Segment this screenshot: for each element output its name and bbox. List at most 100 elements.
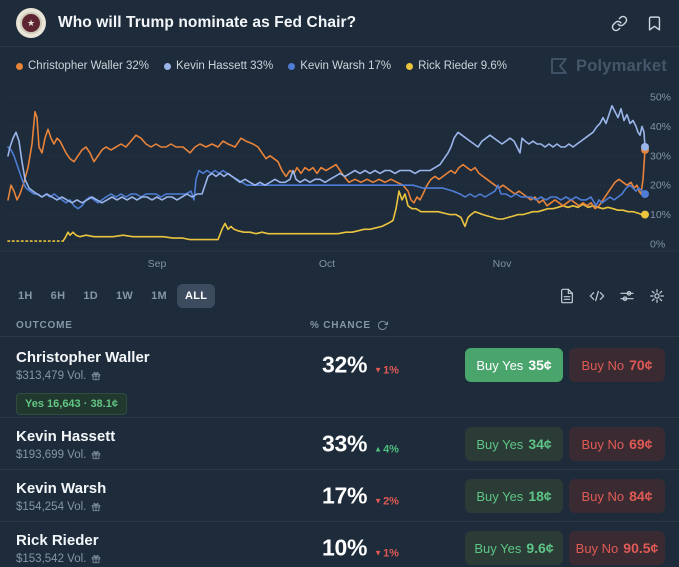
outcome-name: Kevin Hassett bbox=[16, 427, 116, 445]
polymarket-logo-icon bbox=[551, 58, 567, 74]
buy-no-button[interactable]: Buy No 90.5¢ bbox=[569, 531, 665, 565]
chart-legend: Christopher Waller 32% Kevin Hassett 33%… bbox=[16, 54, 667, 78]
no-price: 69¢ bbox=[629, 436, 653, 452]
time-filter-1w[interactable]: 1W bbox=[116, 290, 134, 302]
bookmark-icon[interactable] bbox=[646, 15, 663, 32]
legend-label: Kevin Warsh 17% bbox=[300, 60, 392, 72]
time-filter-6h[interactable]: 6H bbox=[50, 290, 66, 302]
outcome-volume: $313,479 Vol. bbox=[16, 369, 87, 382]
settings-gear-icon[interactable] bbox=[649, 288, 665, 304]
time-filter-1d[interactable]: 1D bbox=[83, 290, 99, 302]
market-avatar: ★ bbox=[16, 8, 46, 38]
change-value: 4% bbox=[383, 443, 399, 455]
outcome-volume: $193,699 Vol. bbox=[16, 448, 87, 461]
time-range-bar: 1H 6H 1D 1W 1M ALL bbox=[10, 284, 216, 308]
embed-code-icon[interactable] bbox=[589, 288, 605, 304]
table-row[interactable]: Rick Rieder $153,542 Vol. 10% ▼ 1% Buy Y… bbox=[0, 521, 679, 567]
outcome-volume: $153,542 Vol. bbox=[16, 552, 87, 565]
page-title: Who will Trump nominate as Fed Chair? bbox=[58, 14, 357, 31]
table-row[interactable]: Kevin Hassett $193,699 Vol. 33% ▲ 4% Buy… bbox=[0, 417, 679, 469]
sliders-icon[interactable] bbox=[619, 288, 635, 304]
outcome-volume: $154,254 Vol. bbox=[16, 500, 87, 513]
change-value: 2% bbox=[383, 495, 399, 507]
buy-yes-button[interactable]: Buy Yes 35¢ bbox=[465, 348, 563, 382]
svg-text:30%: 30% bbox=[650, 150, 671, 162]
legend-item[interactable]: Rick Rieder 9.6% bbox=[406, 60, 507, 72]
polymarket-watermark: Polymarket bbox=[549, 56, 667, 76]
change-badge: ▲ 4% bbox=[374, 443, 399, 455]
svg-text:Sep: Sep bbox=[148, 258, 167, 270]
gift-icon bbox=[91, 554, 101, 564]
outcome-cell: Christopher Waller $313,479 Vol. bbox=[16, 349, 150, 382]
outcome-table-header: OUTCOME % CHANCE bbox=[0, 320, 679, 334]
buy-yes-button[interactable]: Buy Yes 18¢ bbox=[465, 479, 563, 513]
gift-icon bbox=[91, 450, 101, 460]
svg-text:0%: 0% bbox=[650, 239, 665, 251]
change-value: 1% bbox=[383, 364, 399, 376]
buy-no-button[interactable]: Buy No 84¢ bbox=[569, 479, 665, 513]
user-position-badge[interactable]: Yes 16,643 · 38.1¢ bbox=[16, 393, 127, 415]
gift-icon bbox=[91, 502, 101, 512]
link-icon[interactable] bbox=[611, 15, 628, 32]
yes-price: 9.6¢ bbox=[526, 540, 554, 556]
change-arrow-icon: ▼ bbox=[374, 365, 383, 375]
svg-text:10%: 10% bbox=[650, 209, 671, 221]
svg-text:50%: 50% bbox=[650, 92, 671, 104]
chance-value: 33% bbox=[322, 430, 368, 457]
chance-value: 32% bbox=[322, 351, 368, 378]
change-badge: ▼ 1% bbox=[374, 364, 399, 376]
outcome-cell: Kevin Warsh $154,254 Vol. bbox=[16, 480, 106, 513]
legend-dot bbox=[288, 62, 296, 70]
change-arrow-icon: ▼ bbox=[374, 496, 383, 506]
svg-text:20%: 20% bbox=[650, 180, 671, 192]
chance-value: 17% bbox=[322, 482, 368, 509]
yes-price: 35¢ bbox=[528, 357, 552, 373]
table-row[interactable]: Christopher Waller $313,479 Vol. 32% ▼ 1… bbox=[0, 336, 679, 417]
legend-dot bbox=[16, 62, 23, 70]
buy-yes-button[interactable]: Buy Yes 34¢ bbox=[465, 427, 563, 461]
outcome-cell: Rick Rieder $153,542 Vol. bbox=[16, 532, 101, 565]
gift-icon bbox=[91, 371, 101, 381]
legend-dot bbox=[164, 62, 172, 70]
outcome-name: Christopher Waller bbox=[16, 348, 150, 366]
time-filter-1h[interactable]: 1H bbox=[18, 290, 33, 302]
svg-text:Nov: Nov bbox=[493, 258, 512, 270]
change-arrow-icon: ▼ bbox=[374, 548, 383, 558]
change-badge: ▼ 2% bbox=[374, 495, 399, 507]
legend-item[interactable]: Kevin Hassett 33% bbox=[164, 60, 273, 72]
no-price: 70¢ bbox=[629, 357, 653, 373]
legend-dot bbox=[406, 62, 414, 70]
document-icon[interactable] bbox=[559, 288, 575, 304]
legend-label: Rick Rieder 9.6% bbox=[418, 60, 508, 72]
change-value: 1% bbox=[383, 547, 399, 559]
buy-no-button[interactable]: Buy No 70¢ bbox=[569, 348, 665, 382]
outcome-column-header: OUTCOME bbox=[16, 320, 73, 331]
chance-column-header: % CHANCE bbox=[310, 320, 371, 331]
fed-seal-icon: ★ bbox=[20, 12, 42, 34]
no-price: 90.5¢ bbox=[623, 540, 659, 556]
legend-label: Kevin Hassett 33% bbox=[176, 60, 274, 72]
outcome-name: Kevin Warsh bbox=[16, 479, 107, 497]
legend-item[interactable]: Kevin Warsh 17% bbox=[288, 60, 391, 72]
outcome-name: Rick Rieder bbox=[16, 531, 99, 549]
refresh-icon[interactable] bbox=[377, 320, 388, 331]
change-badge: ▼ 1% bbox=[374, 547, 399, 559]
price-chart[interactable]: 0% 10% 20% 30% 40% 50% Sep Oct Nov bbox=[0, 88, 679, 280]
buy-yes-button[interactable]: Buy Yes 9.6¢ bbox=[465, 531, 563, 565]
yes-price: 34¢ bbox=[528, 436, 552, 452]
chart-toolbar bbox=[559, 288, 665, 304]
table-row[interactable]: Kevin Warsh $154,254 Vol. 17% ▼ 2% Buy Y… bbox=[0, 469, 679, 521]
time-filter-1m[interactable]: 1M bbox=[151, 290, 168, 302]
svg-text:Oct: Oct bbox=[319, 258, 335, 270]
chance-value: 10% bbox=[322, 534, 368, 561]
no-price: 84¢ bbox=[629, 488, 653, 504]
buy-no-button[interactable]: Buy No 69¢ bbox=[569, 427, 665, 461]
change-arrow-icon: ▲ bbox=[374, 444, 383, 454]
time-filter-all[interactable]: ALL bbox=[177, 284, 216, 308]
svg-text:40%: 40% bbox=[650, 121, 671, 133]
market-header: ★ Who will Trump nominate as Fed Chair? bbox=[0, 0, 679, 47]
outcome-cell: Kevin Hassett $193,699 Vol. bbox=[16, 428, 115, 461]
legend-label: Christopher Waller 32% bbox=[28, 60, 150, 72]
legend-item[interactable]: Christopher Waller 32% bbox=[16, 60, 149, 72]
